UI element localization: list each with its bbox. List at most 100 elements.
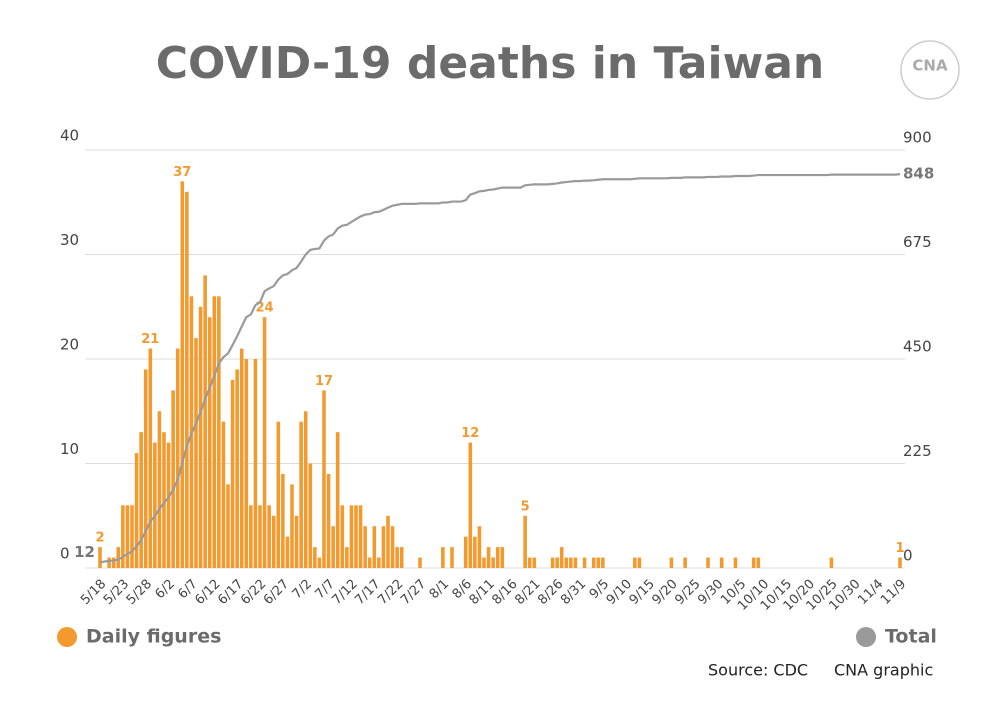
bar xyxy=(491,557,495,568)
bar xyxy=(130,505,134,568)
bar xyxy=(116,547,121,568)
bar xyxy=(596,557,601,568)
x-tick-label: 11/9 xyxy=(878,577,909,608)
bar xyxy=(281,473,285,568)
bar xyxy=(107,557,111,568)
y2-tick-label: 450 xyxy=(903,338,932,356)
bar xyxy=(527,557,532,568)
bar xyxy=(331,526,335,568)
y2-tick-label: 225 xyxy=(903,442,932,460)
bar-value-label: 24 xyxy=(256,301,274,316)
bar xyxy=(683,557,687,568)
bar xyxy=(345,547,349,568)
bar xyxy=(276,421,281,568)
bar xyxy=(386,515,390,568)
source: Source: CDC xyxy=(708,661,808,680)
y2-tick-label: 900 xyxy=(903,129,932,147)
bar xyxy=(395,547,399,568)
bar xyxy=(486,547,491,568)
bar xyxy=(157,411,162,568)
bar xyxy=(230,379,235,568)
bar xyxy=(637,557,642,568)
bar xyxy=(98,547,102,568)
bar-value-label: 21 xyxy=(141,332,159,347)
legend-label: Total xyxy=(885,626,937,648)
bar xyxy=(203,275,207,568)
bar xyxy=(175,348,180,568)
bar xyxy=(751,557,756,568)
bar xyxy=(294,515,299,568)
logo-ring xyxy=(900,40,960,100)
bar xyxy=(532,557,537,568)
bar xyxy=(217,296,221,568)
bar-value-label: 12 xyxy=(461,426,479,441)
bar xyxy=(372,526,377,568)
bar xyxy=(162,432,166,568)
bar xyxy=(212,296,217,568)
total-line xyxy=(99,173,901,564)
bar xyxy=(290,484,294,568)
bar xyxy=(573,557,578,568)
bar xyxy=(258,505,262,568)
legend-marker xyxy=(57,627,77,647)
bar xyxy=(317,557,322,568)
bar xyxy=(669,557,674,568)
bar xyxy=(756,557,761,568)
bar xyxy=(495,547,500,568)
bar xyxy=(262,317,267,568)
bar xyxy=(450,547,454,568)
bar xyxy=(354,505,358,568)
bar xyxy=(523,515,527,568)
bar xyxy=(468,442,473,568)
y-tick-label: 20 xyxy=(60,336,79,354)
bar xyxy=(367,557,372,568)
bar xyxy=(591,557,596,568)
bar xyxy=(180,181,185,568)
bar xyxy=(239,348,244,568)
bar xyxy=(418,557,422,568)
bar xyxy=(271,515,276,568)
bar-value-label: 17 xyxy=(315,374,333,389)
bar xyxy=(564,557,569,568)
bar xyxy=(148,348,153,568)
bar xyxy=(111,557,116,568)
y-tick-label: 30 xyxy=(60,231,79,249)
line-value-label: 12 xyxy=(74,543,95,561)
bar xyxy=(733,557,738,568)
y2-tick-label: 0 xyxy=(903,547,913,565)
bar-value-label: 37 xyxy=(173,165,191,180)
y-tick-label: 40 xyxy=(60,127,79,145)
bar xyxy=(473,536,477,568)
y-tick-label: 0 xyxy=(60,545,70,563)
bar xyxy=(139,432,143,568)
x-tick-label: 7/27 xyxy=(398,577,429,608)
credit: CNA graphic xyxy=(834,661,933,680)
bar xyxy=(221,421,226,568)
bar xyxy=(253,359,258,568)
bar xyxy=(569,557,573,568)
x-tick-label: 6/27 xyxy=(261,577,292,608)
bar xyxy=(322,390,326,568)
x-tick-label: 8/31 xyxy=(558,577,589,608)
legend-label: Daily figures xyxy=(86,626,221,648)
legend-marker xyxy=(856,627,876,647)
x-tick-label: 7/2 xyxy=(290,577,315,602)
bar xyxy=(326,473,331,568)
bar xyxy=(185,191,189,569)
bar xyxy=(308,463,313,568)
bar xyxy=(267,505,271,568)
bar xyxy=(601,557,605,568)
bar xyxy=(358,505,363,568)
bar-value-label: 2 xyxy=(95,531,104,546)
bar xyxy=(299,421,303,568)
bar xyxy=(441,547,445,568)
bar xyxy=(340,505,345,568)
bar xyxy=(477,526,482,568)
x-tick-label: 6/2 xyxy=(152,577,177,602)
bar xyxy=(381,526,386,568)
bar xyxy=(349,505,354,568)
bar xyxy=(153,442,157,568)
x-tick-label: 8/1 xyxy=(427,577,452,602)
bar xyxy=(249,505,253,568)
